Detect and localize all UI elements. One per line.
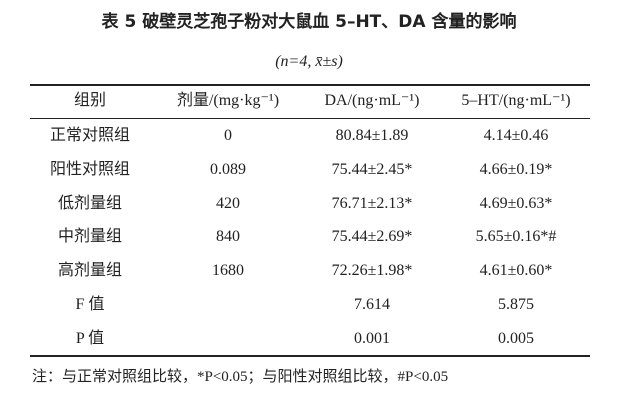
table-cell: 80.84±1.89 — [335, 127, 409, 144]
footnote: 注：与正常对照组比较，*P<0.05；与阳性对照组比较，#P<0.05 — [32, 369, 449, 385]
table-cell: 75.44±2.69* — [331, 228, 413, 246]
header-rule — [30, 118, 590, 119]
table-cell: 75.44±2.45* — [331, 160, 413, 178]
top-rule — [30, 84, 590, 86]
table-cell: 中剂量组 — [57, 228, 123, 246]
table-cell: 72.26±1.98* — [331, 262, 413, 280]
table-cell: 4.69±0.63* — [479, 194, 553, 212]
stat-value: 5.875 — [498, 296, 534, 313]
table-cell: 4.66±0.19* — [479, 160, 553, 178]
table-cell: 1680 — [212, 262, 244, 280]
table-cell: 低剂量组 — [57, 194, 123, 212]
table-cell: 420 — [216, 194, 240, 212]
stat-label: P 值 — [75, 329, 105, 347]
table-cell: 76.71±2.13* — [331, 194, 413, 212]
column-header: 组别 — [73, 92, 107, 109]
stat-value: 0.001 — [354, 329, 390, 347]
column-header: 5–HT/(ng·mL⁻¹) — [461, 92, 571, 109]
stat-value: 7.614 — [354, 296, 390, 313]
table-title: 表 5 破壁灵芝孢子粉对大鼠血 5–HT、DA 含量的影响 — [101, 12, 517, 32]
table-cell: 阳性对照组 — [49, 160, 131, 178]
table-cell: 0.089 — [210, 160, 246, 178]
stat-label: F 值 — [75, 296, 105, 313]
table-cell: 840 — [216, 228, 240, 246]
table-cell: 4.14±0.46 — [483, 127, 549, 144]
table-cell: 4.61±0.60* — [479, 262, 553, 280]
column-header: 剂量/(mg·kg⁻¹) — [176, 92, 280, 109]
table-cell: 0 — [224, 127, 232, 144]
table-cell: 高剂量组 — [57, 262, 123, 280]
column-header: DA/(ng·mL⁻¹) — [324, 92, 420, 109]
table-cell: 正常对照组 — [49, 127, 131, 144]
table-cell: 5.65±0.16*# — [475, 228, 557, 246]
table-subtitle: (n=4, x̄±s) — [275, 53, 343, 70]
bottom-rule — [30, 355, 590, 357]
stat-value: 0.005 — [498, 329, 534, 347]
